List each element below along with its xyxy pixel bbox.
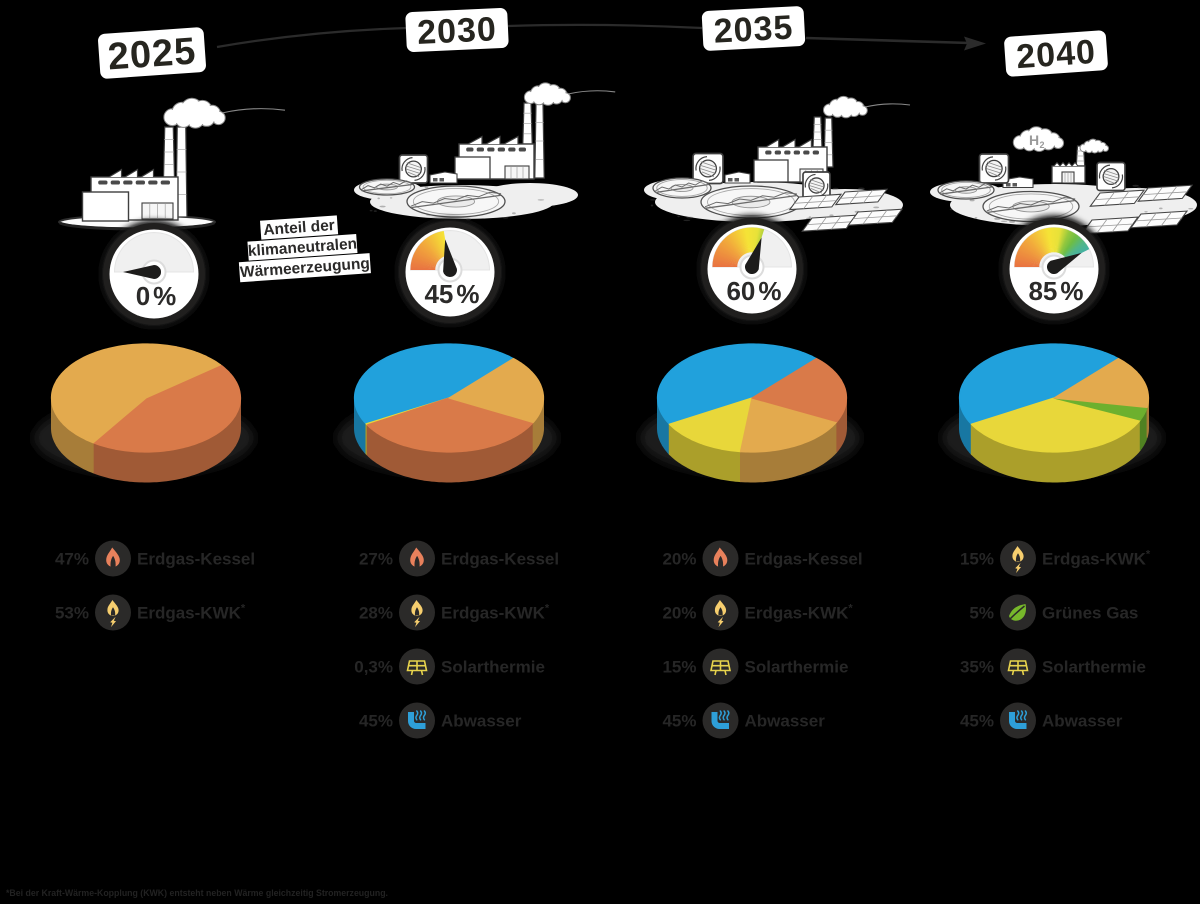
svg-text:Solarthermie: Solarthermie <box>745 658 849 677</box>
svg-text:35%: 35% <box>960 658 994 677</box>
svg-text:Solarthermie: Solarthermie <box>441 658 545 677</box>
svg-text:Erdgas-Kessel: Erdgas-Kessel <box>441 550 559 569</box>
svg-text:Anteil der: Anteil der <box>263 217 335 239</box>
svg-text:85%: 85% <box>1028 276 1083 306</box>
svg-text:0,3%: 0,3% <box>354 658 393 677</box>
svg-text:Erdgas-Kessel: Erdgas-Kessel <box>745 550 863 569</box>
svg-text:2025: 2025 <box>106 30 197 78</box>
svg-text:47%: 47% <box>55 550 89 569</box>
svg-text:Solarthermie: Solarthermie <box>1042 658 1146 677</box>
svg-text:*Bei der Kraft-Wärme-Kopplung: *Bei der Kraft-Wärme-Kopplung (KWK) ents… <box>6 888 388 898</box>
svg-text:2040: 2040 <box>1015 33 1097 76</box>
svg-text:Abwasser: Abwasser <box>745 712 826 731</box>
svg-text:2: 2 <box>1040 140 1045 150</box>
svg-text:2035: 2035 <box>713 9 795 51</box>
svg-text:15%: 15% <box>662 658 696 677</box>
svg-text:53%: 53% <box>55 604 89 623</box>
svg-text:27%: 27% <box>359 550 393 569</box>
svg-text:45%: 45% <box>960 712 994 731</box>
svg-text:45%: 45% <box>662 712 696 731</box>
svg-text:20%: 20% <box>662 550 696 569</box>
svg-text:Erdgas-KWK*: Erdgas-KWK* <box>441 603 550 623</box>
svg-text:60%: 60% <box>726 276 781 306</box>
svg-text:5%: 5% <box>969 604 994 623</box>
svg-text:Erdgas-KWK*: Erdgas-KWK* <box>137 603 246 623</box>
svg-text:28%: 28% <box>359 604 393 623</box>
svg-text:2030: 2030 <box>416 10 497 52</box>
svg-text:H: H <box>1029 132 1039 148</box>
svg-text:Abwasser: Abwasser <box>441 712 522 731</box>
svg-text:0%: 0% <box>136 281 177 311</box>
svg-text:45%: 45% <box>424 279 479 309</box>
svg-text:Grünes Gas: Grünes Gas <box>1042 604 1138 623</box>
svg-text:Erdgas-Kessel: Erdgas-Kessel <box>137 550 255 569</box>
svg-text:Erdgas-KWK*: Erdgas-KWK* <box>745 603 854 623</box>
svg-text:15%: 15% <box>960 550 994 569</box>
svg-text:45%: 45% <box>359 712 393 731</box>
svg-text:20%: 20% <box>662 604 696 623</box>
svg-text:Abwasser: Abwasser <box>1042 712 1123 731</box>
svg-text:Erdgas-KWK*: Erdgas-KWK* <box>1042 549 1151 569</box>
